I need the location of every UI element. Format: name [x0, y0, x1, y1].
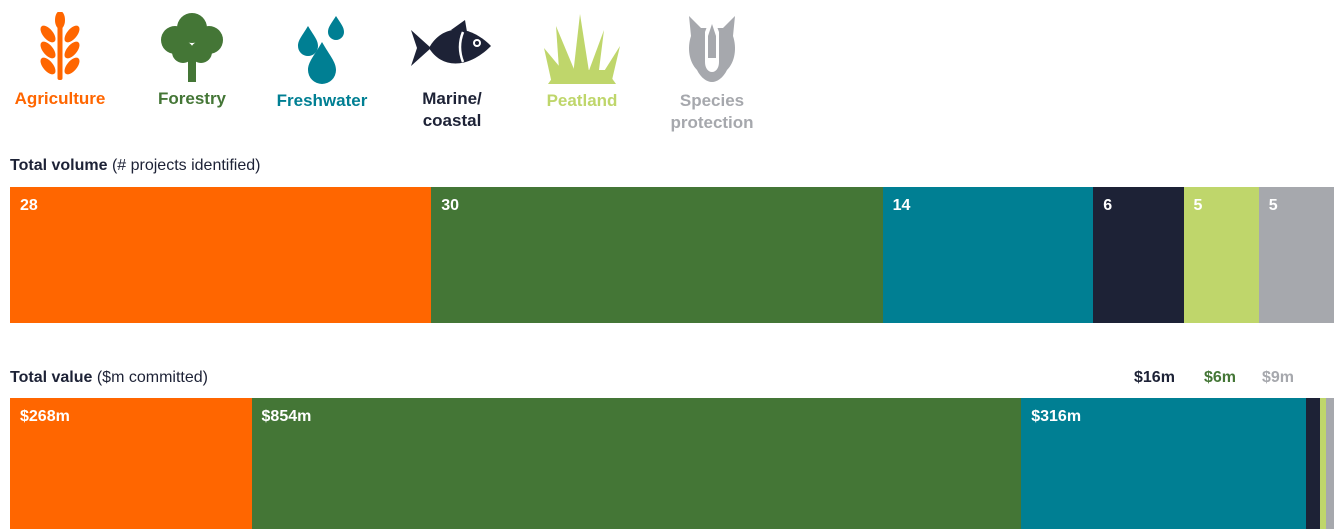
water-drops-icon — [292, 12, 352, 84]
volume-title-rest: (# projects identified) — [108, 157, 261, 174]
bar-segment-label: 30 — [441, 197, 459, 215]
legend-label-forestry: Forestry — [132, 88, 252, 110]
bar-segment-label: $854m — [262, 408, 312, 426]
outside-label-marine: $16m — [1134, 369, 1175, 387]
bar-segment-label: $268m — [20, 408, 70, 426]
value-small-segment-labels: $16m $6m $9m — [1134, 369, 1334, 389]
bar-segment-label: 14 — [893, 197, 911, 215]
bar-segment-label: 5 — [1194, 197, 1203, 215]
legend-peatland: Peatland — [522, 12, 642, 112]
legend-label-agriculture: Agriculture — [0, 88, 120, 110]
bar-segment-marine — [1306, 398, 1320, 529]
bar-segment-peatland: 5 — [1184, 187, 1259, 323]
bar-segment-label: 5 — [1269, 197, 1278, 215]
outside-label-peatland: $6m — [1204, 369, 1236, 387]
bar-segment-forestry: $854m — [252, 398, 1022, 529]
bar-segment-label: 6 — [1103, 197, 1112, 215]
legend-label-peatland: Peatland — [522, 90, 642, 112]
bar-segment-species — [1326, 398, 1334, 529]
legend-label-species: Species protection — [652, 90, 772, 134]
grass-icon — [542, 12, 622, 84]
tree-icon — [157, 12, 227, 82]
rhino-icon — [677, 12, 747, 84]
wheat-icon — [35, 12, 85, 82]
volume-stacked-bar: 28 30 14 6 5 5 — [10, 187, 1334, 323]
bar-segment-freshwater: $316m — [1021, 398, 1306, 529]
legend-agriculture: Agriculture — [0, 12, 120, 110]
bar-segment-forestry: 30 — [431, 187, 882, 323]
volume-title-bold: Total volume — [10, 157, 108, 174]
volume-chart-title: Total volume (# projects identified) — [10, 157, 260, 175]
value-title-rest: ($m committed) — [92, 369, 208, 386]
bar-segment-label: 28 — [20, 197, 38, 215]
bar-segment-agriculture: $268m — [10, 398, 252, 529]
bar-segment-label: $316m — [1031, 408, 1081, 426]
legend-label-marine: Marine/ coastal — [392, 88, 512, 132]
bar-segment-marine: 6 — [1093, 187, 1183, 323]
outside-label-species: $9m — [1262, 369, 1294, 387]
value-title-bold: Total value — [10, 369, 92, 386]
bar-segment-agriculture: 28 — [10, 187, 431, 323]
legend-species: Species protection — [652, 12, 772, 134]
legend-label-freshwater: Freshwater — [262, 90, 382, 112]
legend-marine: Marine/ coastal — [392, 12, 512, 132]
value-chart-title: Total value ($m committed) — [10, 369, 208, 387]
legend-freshwater: Freshwater — [262, 12, 382, 112]
bar-segment-species: 5 — [1259, 187, 1334, 323]
bar-segment-freshwater: 14 — [883, 187, 1094, 323]
legend-forestry: Forestry — [132, 12, 252, 110]
fish-icon — [407, 12, 497, 82]
legend: Agriculture Forestry Freshwater — [0, 12, 800, 142]
value-stacked-bar: $268m $854m $316m — [10, 398, 1334, 529]
